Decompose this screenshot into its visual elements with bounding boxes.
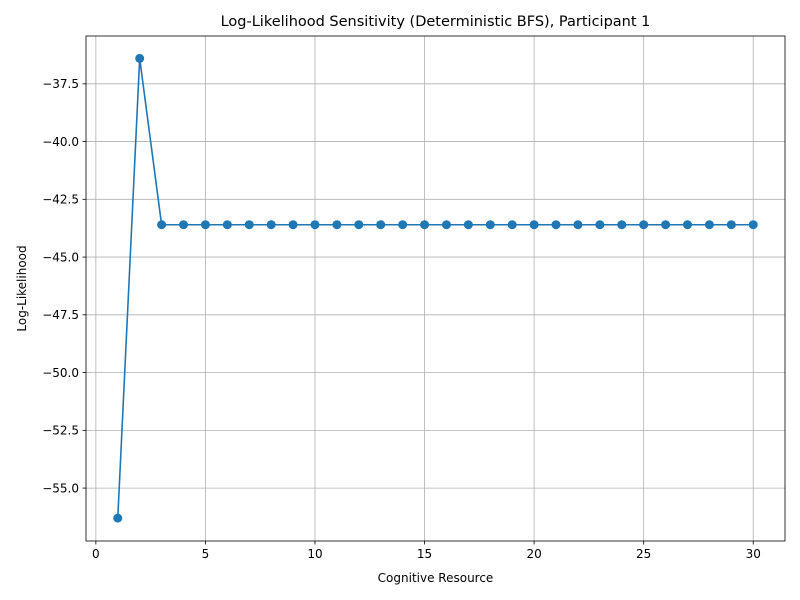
plot-frame bbox=[85, 35, 786, 542]
y-tick-label: −55.0 bbox=[42, 481, 79, 495]
y-tick-label: −52.5 bbox=[42, 424, 79, 438]
data-point bbox=[420, 220, 430, 230]
y-tick-label: −40.0 bbox=[42, 135, 79, 149]
data-point bbox=[332, 220, 342, 230]
y-tick-label: −47.5 bbox=[42, 308, 79, 322]
data-point bbox=[222, 220, 232, 230]
data-point bbox=[310, 220, 320, 230]
data-point bbox=[726, 220, 736, 230]
x-tick-label: 20 bbox=[526, 547, 541, 561]
series-group bbox=[113, 53, 758, 523]
data-point bbox=[617, 220, 627, 230]
grid-lines bbox=[86, 36, 785, 541]
data-point bbox=[573, 220, 583, 230]
data-point bbox=[551, 220, 561, 230]
data-point bbox=[441, 220, 451, 230]
y-axis-title: Log-Likelihood bbox=[15, 245, 29, 331]
data-point bbox=[529, 220, 539, 230]
data-point bbox=[135, 53, 145, 63]
y-tick-label: −45.0 bbox=[42, 250, 79, 264]
x-tick-label: 5 bbox=[202, 547, 210, 561]
x-tick-label: 10 bbox=[307, 547, 322, 561]
chart-title: Log-Likelihood Sensitivity (Deterministi… bbox=[221, 14, 651, 30]
data-point bbox=[179, 220, 189, 230]
data-point bbox=[376, 220, 386, 230]
x-axis-ticks: 0 5 10 15 20 25 30 bbox=[92, 541, 761, 561]
x-tick-label: 25 bbox=[636, 547, 651, 561]
data-point bbox=[507, 220, 517, 230]
y-tick-label: −37.5 bbox=[42, 77, 79, 91]
data-point bbox=[244, 220, 254, 230]
data-point bbox=[639, 220, 649, 230]
data-point bbox=[661, 220, 671, 230]
y-tick-label: −42.5 bbox=[42, 193, 79, 207]
data-point bbox=[398, 220, 408, 230]
data-point bbox=[595, 220, 605, 230]
data-point bbox=[266, 220, 276, 230]
data-point bbox=[288, 220, 298, 230]
data-point bbox=[354, 220, 364, 230]
y-tick-label: −50.0 bbox=[42, 366, 79, 380]
x-tick-label: 0 bbox=[92, 547, 100, 561]
y-axis-ticks: −55.0 −52.5 −50.0 −47.5 −45.0 −42.5 −40.0 −37.5 bbox=[42, 77, 86, 495]
x-axis-title: Cognitive Resource bbox=[378, 571, 494, 585]
data-point bbox=[748, 220, 758, 230]
data-point bbox=[485, 220, 495, 230]
data-point bbox=[200, 220, 210, 230]
data-point bbox=[113, 513, 123, 523]
series-line bbox=[116, 57, 754, 519]
x-tick-label: 15 bbox=[417, 547, 432, 561]
data-point bbox=[463, 220, 473, 230]
data-point bbox=[682, 220, 692, 230]
x-tick-label: 30 bbox=[746, 547, 761, 561]
data-point bbox=[704, 220, 714, 230]
data-point bbox=[157, 220, 167, 230]
